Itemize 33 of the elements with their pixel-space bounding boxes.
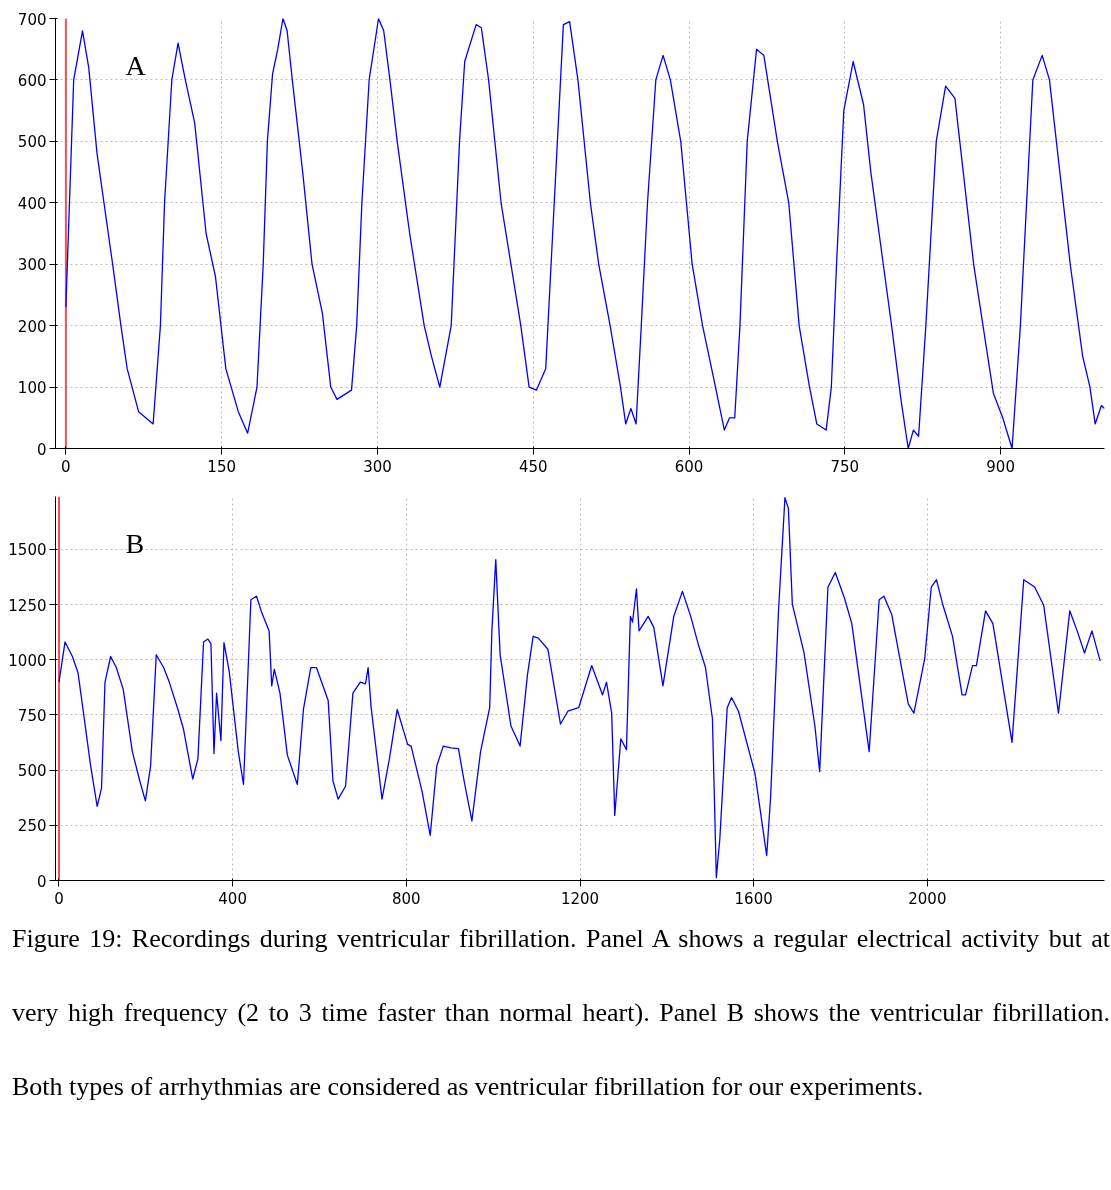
y-tick-label: 1000 xyxy=(8,651,47,670)
x-tick-label: 400 xyxy=(218,889,247,908)
x-tick-label: 1200 xyxy=(560,889,600,908)
text: Figure 19: Recordings during ventricular fibrillation. Panel A shows a regular electrical activity but at very high frequency (2 to 3 time faster than normal heart). Panel B shows the ventricular fibrillation. Both types of arrhythmias are considered as ventricular fibrillation for our experiments. xyxy=(12,924,1110,1101)
x-tick-label: 900 xyxy=(986,457,1015,476)
x-tick-label: 0 xyxy=(61,457,71,476)
annotation: B xyxy=(125,527,145,559)
annotation: A xyxy=(125,49,147,81)
x-tick-label: 600 xyxy=(674,457,704,476)
line-series xyxy=(58,496,1101,879)
y-tick-label: 300 xyxy=(17,256,47,275)
y-tick-label: 1500 xyxy=(8,541,47,560)
y-tick-label: 0 xyxy=(36,440,47,459)
x-tick-label: 300 xyxy=(363,457,392,476)
y-tick-label: 700 xyxy=(17,10,47,29)
y-tick-label: 200 xyxy=(17,317,47,336)
x-tick-label: 450 xyxy=(518,457,548,476)
x-tick-label: 750 xyxy=(830,457,860,476)
x-tick-label: 800 xyxy=(392,889,421,908)
y-tick-label: 500 xyxy=(17,133,47,152)
x-tick-label: 1600 xyxy=(734,889,773,908)
y-tick-label: 500 xyxy=(17,762,47,781)
x-tick-label: 2000 xyxy=(908,889,947,908)
y-tick-label: 0 xyxy=(36,872,47,891)
y-tick-label: 400 xyxy=(17,194,47,213)
y-tick-label: 600 xyxy=(17,71,47,90)
line-series xyxy=(65,18,1105,449)
x-tick-label: 0 xyxy=(54,889,64,908)
y-tick-label: 250 xyxy=(17,817,47,836)
x-tick-label: 150 xyxy=(207,457,236,476)
y-tick-label: 100 xyxy=(17,379,47,398)
y-tick-label: 1250 xyxy=(8,596,47,615)
y-tick-label: 750 xyxy=(17,706,47,725)
